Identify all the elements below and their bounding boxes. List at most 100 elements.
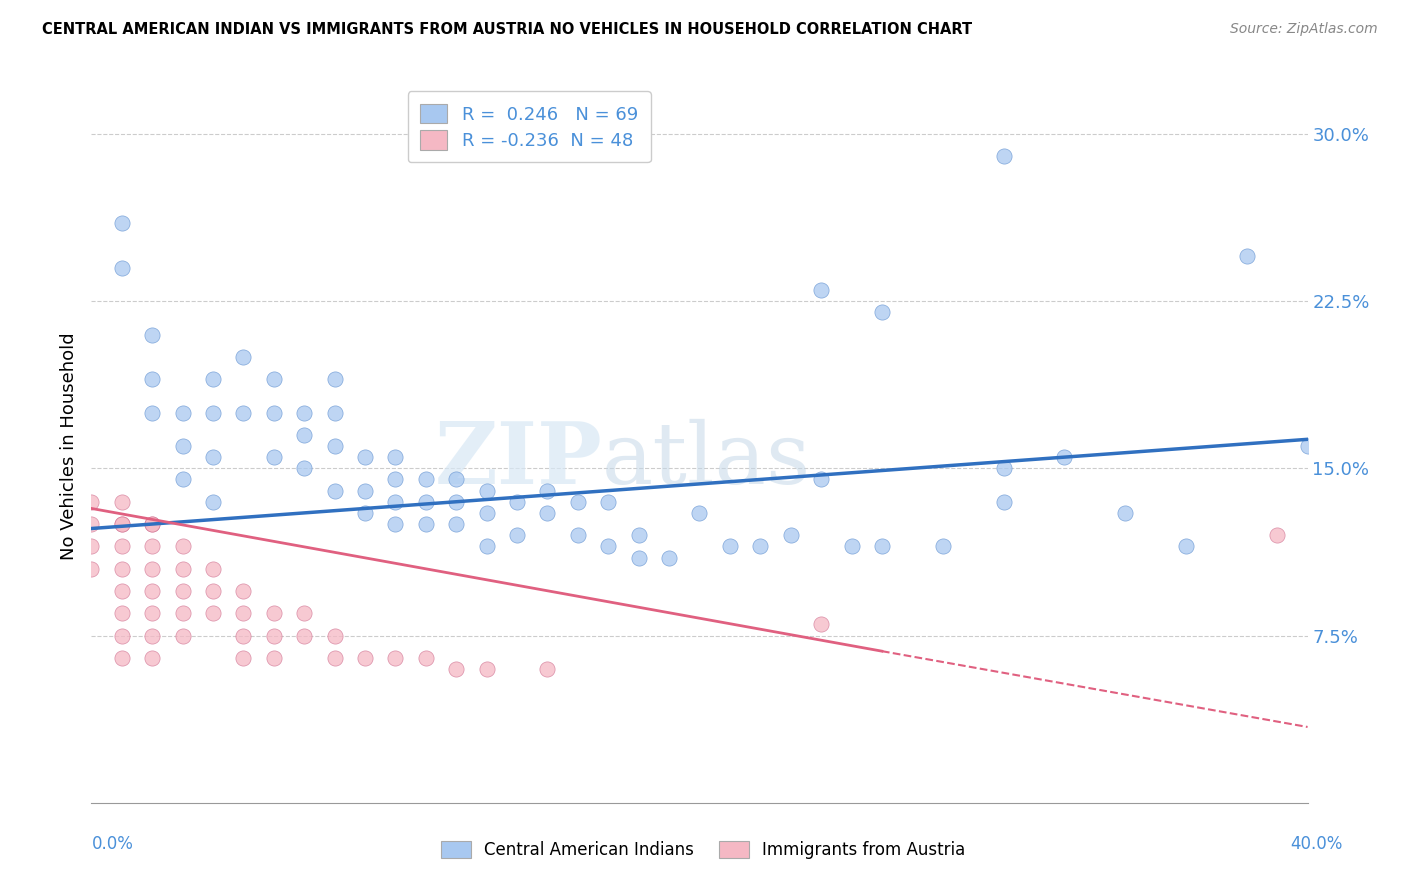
- Text: 0.0%: 0.0%: [91, 835, 134, 853]
- Point: [444, 473, 467, 487]
- Point: [292, 461, 315, 475]
- Point: [475, 483, 498, 498]
- Point: [323, 372, 346, 386]
- Point: [141, 651, 163, 665]
- Point: [598, 539, 620, 553]
- Point: [172, 607, 194, 621]
- Point: [202, 450, 225, 464]
- Point: [810, 473, 832, 487]
- Point: [202, 372, 225, 386]
- Point: [111, 651, 134, 665]
- Point: [384, 473, 406, 487]
- Point: [627, 528, 650, 542]
- Point: [810, 283, 832, 297]
- Point: [232, 628, 254, 642]
- Point: [263, 450, 285, 464]
- Point: [688, 506, 710, 520]
- Point: [415, 516, 437, 531]
- Point: [141, 583, 163, 598]
- Point: [993, 149, 1015, 163]
- Point: [323, 651, 346, 665]
- Text: atlas: atlas: [602, 418, 811, 502]
- Point: [202, 607, 225, 621]
- Point: [323, 439, 346, 453]
- Point: [1236, 249, 1258, 264]
- Point: [444, 516, 467, 531]
- Point: [354, 651, 377, 665]
- Point: [627, 550, 650, 565]
- Point: [384, 516, 406, 531]
- Point: [263, 607, 285, 621]
- Point: [292, 607, 315, 621]
- Point: [80, 516, 103, 531]
- Point: [141, 607, 163, 621]
- Point: [172, 473, 194, 487]
- Point: [506, 528, 529, 542]
- Point: [870, 305, 893, 319]
- Point: [172, 628, 194, 642]
- Point: [141, 516, 163, 531]
- Point: [415, 651, 437, 665]
- Y-axis label: No Vehicles in Household: No Vehicles in Household: [59, 332, 77, 560]
- Point: [292, 628, 315, 642]
- Point: [536, 506, 558, 520]
- Point: [993, 461, 1015, 475]
- Point: [141, 516, 163, 531]
- Point: [141, 372, 163, 386]
- Point: [444, 662, 467, 676]
- Point: [718, 539, 741, 553]
- Point: [506, 494, 529, 508]
- Point: [415, 473, 437, 487]
- Point: [263, 651, 285, 665]
- Point: [141, 539, 163, 553]
- Point: [202, 562, 225, 576]
- Point: [475, 506, 498, 520]
- Point: [141, 628, 163, 642]
- Point: [323, 628, 346, 642]
- Text: Source: ZipAtlas.com: Source: ZipAtlas.com: [1230, 22, 1378, 37]
- Point: [111, 607, 134, 621]
- Point: [111, 516, 134, 531]
- Point: [202, 583, 225, 598]
- Point: [323, 483, 346, 498]
- Point: [749, 539, 772, 553]
- Point: [111, 628, 134, 642]
- Point: [232, 350, 254, 364]
- Point: [172, 539, 194, 553]
- Text: CENTRAL AMERICAN INDIAN VS IMMIGRANTS FROM AUSTRIA NO VEHICLES IN HOUSEHOLD CORR: CENTRAL AMERICAN INDIAN VS IMMIGRANTS FR…: [42, 22, 973, 37]
- Point: [475, 539, 498, 553]
- Point: [172, 562, 194, 576]
- Point: [384, 450, 406, 464]
- Text: ZIP: ZIP: [434, 418, 602, 502]
- Point: [111, 260, 134, 275]
- Point: [598, 494, 620, 508]
- Point: [202, 405, 225, 419]
- Point: [111, 583, 134, 598]
- Point: [810, 617, 832, 632]
- Point: [415, 494, 437, 508]
- Point: [567, 528, 589, 542]
- Point: [354, 506, 377, 520]
- Point: [1174, 539, 1197, 553]
- Point: [232, 583, 254, 598]
- Point: [172, 439, 194, 453]
- Point: [536, 483, 558, 498]
- Point: [354, 483, 377, 498]
- Point: [931, 539, 953, 553]
- Point: [292, 405, 315, 419]
- Point: [111, 216, 134, 230]
- Point: [993, 494, 1015, 508]
- Point: [141, 405, 163, 419]
- Point: [292, 427, 315, 442]
- Point: [323, 405, 346, 419]
- Point: [202, 494, 225, 508]
- Point: [1114, 506, 1136, 520]
- Point: [536, 662, 558, 676]
- Point: [232, 405, 254, 419]
- Legend: R =  0.246   N = 69, R = -0.236  N = 48: R = 0.246 N = 69, R = -0.236 N = 48: [408, 91, 651, 162]
- Point: [263, 628, 285, 642]
- Point: [658, 550, 681, 565]
- Point: [354, 450, 377, 464]
- Point: [1296, 439, 1319, 453]
- Point: [384, 494, 406, 508]
